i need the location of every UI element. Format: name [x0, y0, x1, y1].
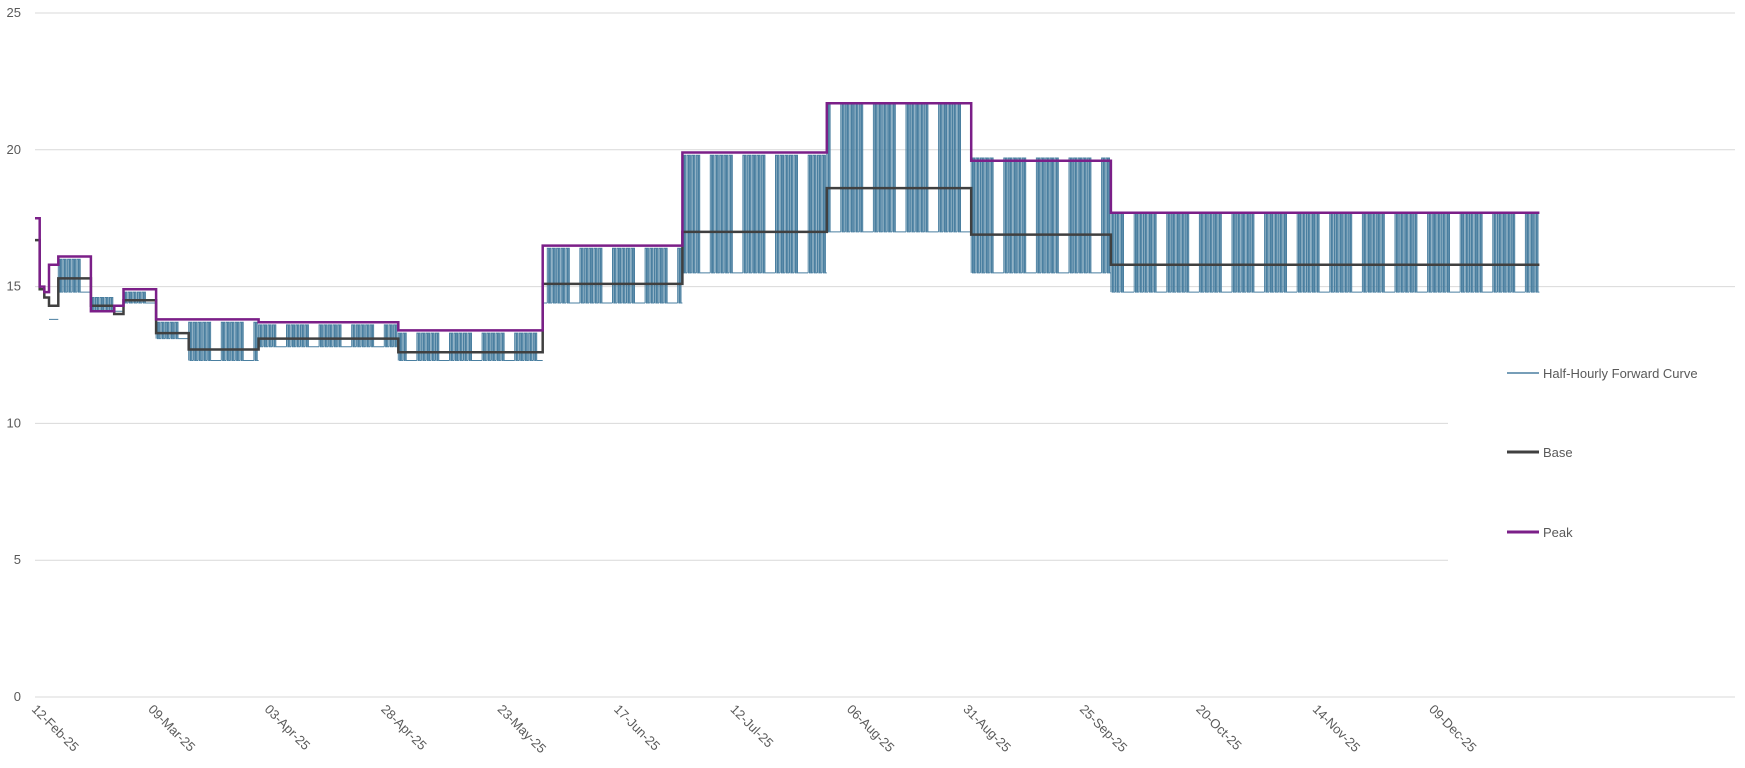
hh-segment — [1110, 212, 1540, 293]
base-line — [35, 186, 1540, 354]
hh-segment — [258, 324, 399, 348]
y-tick-label: 20 — [7, 142, 21, 157]
hh-segment — [397, 332, 543, 361]
x-tick-label: 31-Aug-25 — [960, 702, 1014, 756]
hh-segment — [123, 291, 157, 304]
hh-segment — [188, 321, 259, 361]
y-tick-label: 5 — [14, 552, 21, 567]
hh-segment — [57, 258, 91, 293]
hh-segment — [681, 154, 827, 274]
legend-item-base[interactable]: Base — [1507, 445, 1573, 460]
x-tick-label: 06-Aug-25 — [844, 702, 898, 756]
x-tick-label: 23-May-25 — [495, 702, 550, 757]
y-tick-label: 10 — [7, 415, 21, 430]
legend-item-peak[interactable]: Peak — [1507, 525, 1573, 540]
x-axis-tick-labels: 12-Feb-25 09-Mar-25 03-Apr-25 28-Apr-25 23-M… — [29, 702, 1480, 757]
x-tick-label: 28-Apr-25 — [378, 702, 429, 753]
x-tick-label: 09-Mar-25 — [145, 702, 198, 755]
hh-segment — [155, 321, 189, 340]
hh-segment — [542, 247, 683, 304]
legend: Half-Hourly Forward Curve Base Peak — [1507, 366, 1698, 540]
y-tick-label: 25 — [7, 5, 21, 20]
x-tick-label: 14-Nov-25 — [1310, 702, 1364, 756]
y-tick-label: 15 — [7, 279, 21, 294]
x-tick-label: 03-Apr-25 — [262, 702, 313, 753]
hh-segment — [970, 157, 1111, 274]
x-tick-label: 20-Oct-25 — [1193, 702, 1244, 753]
legend-label-peak: Peak — [1543, 525, 1573, 540]
legend-item-half-hourly[interactable]: Half-Hourly Forward Curve — [1507, 366, 1698, 381]
legend-label-base: Base — [1543, 445, 1573, 460]
x-tick-label: 12-Jul-25 — [728, 702, 777, 751]
series-peak — [35, 102, 1540, 332]
peak-line — [35, 102, 1540, 332]
hh-segment — [826, 102, 972, 233]
series-base — [35, 186, 1540, 354]
y-axis-tick-labels: 0 5 10 15 20 25 — [7, 5, 21, 704]
x-tick-label: 25-Sep-25 — [1077, 702, 1131, 756]
x-tick-label: 12-Feb-25 — [29, 702, 82, 755]
x-tick-label: 17-Jun-25 — [611, 702, 663, 754]
hh-segment — [90, 297, 124, 312]
y-tick-label: 0 — [14, 689, 21, 704]
x-tick-label: 09-Dec-25 — [1426, 702, 1480, 756]
legend-label-half-hourly: Half-Hourly Forward Curve — [1543, 366, 1698, 381]
